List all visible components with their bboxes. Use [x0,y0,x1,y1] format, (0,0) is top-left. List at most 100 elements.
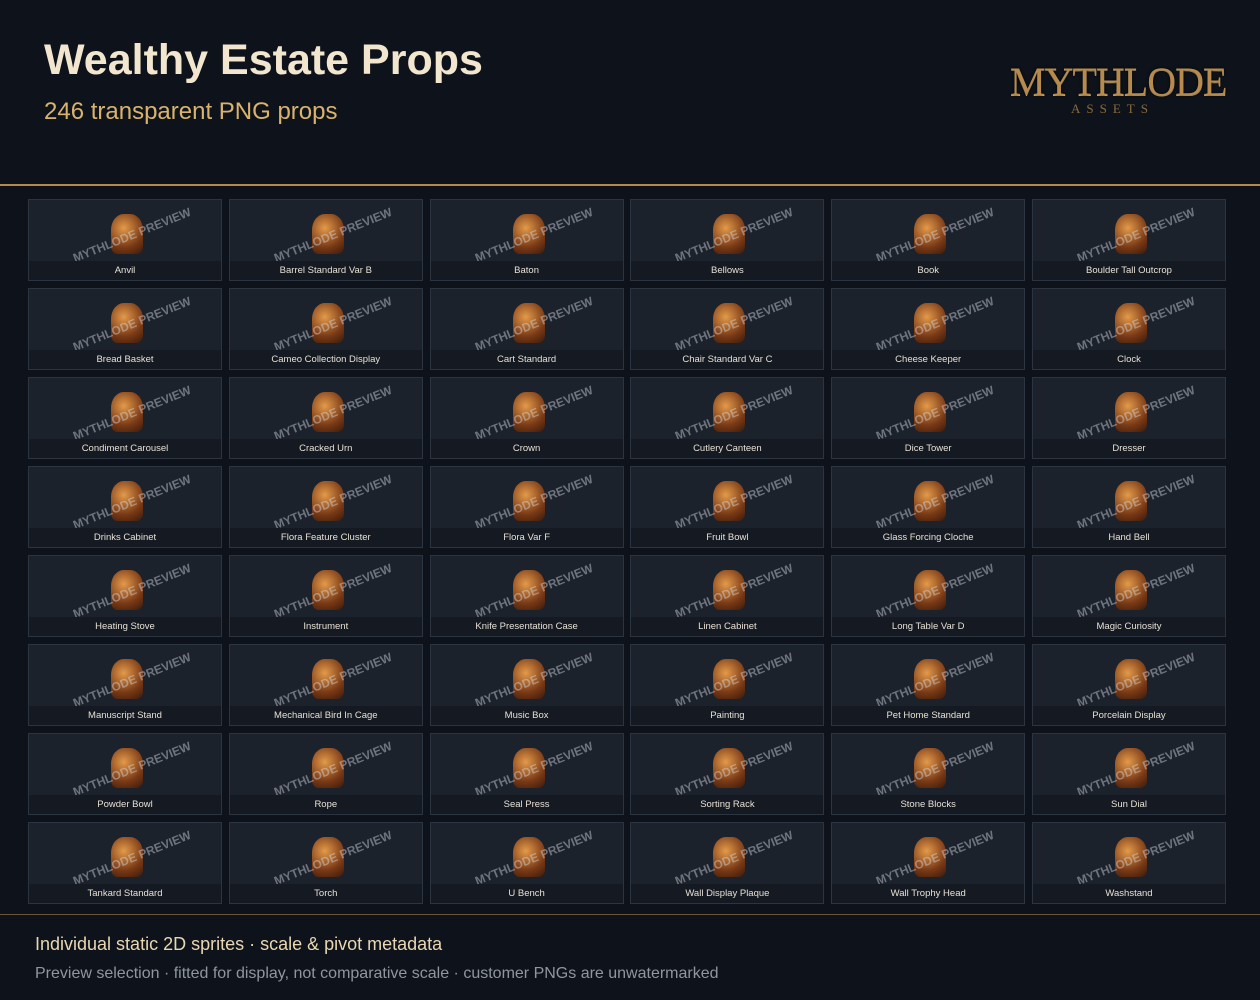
prop-label: Washstand [1032,884,1225,903]
prop-image [111,570,143,610]
prop-image [512,303,545,343]
prop-image [914,837,947,877]
prop-label: Sun Dial [1032,795,1225,814]
prop-label: Manuscript Stand [29,706,221,725]
prop-image [512,392,545,432]
prop-tile: MYTHLODE PREVIEW Music Box [429,644,624,726]
prop-image [914,748,947,788]
prop-tile: MYTHLODE PREVIEW Bellows [630,199,825,281]
prop-label: Powder Bowl [29,795,221,814]
prop-tile: MYTHLODE PREVIEW Knife Presentation Case [429,555,624,637]
prop-image [111,392,143,432]
prop-label: Magic Curiosity [1032,617,1225,636]
prop-tile: MYTHLODE PREVIEW Pet Home Standard [831,644,1026,726]
footer-line: Individual static 2D sprites · scale & p… [35,934,443,954]
prop-image [1114,570,1147,610]
prop-image [713,392,746,432]
prop-label: Barrel Standard Var B [229,261,422,280]
prop-tile: MYTHLODE PREVIEW Torch [228,822,423,904]
prop-label: Wall Trophy Head [832,884,1025,903]
prop-tile: MYTHLODE PREVIEW Sun Dial [1031,733,1226,815]
prop-image [311,570,344,610]
prop-tile: MYTHLODE PREVIEW Dice Tower [831,377,1026,459]
prop-tile: MYTHLODE PREVIEW Mechanical Bird In Cage [228,644,423,726]
prop-tile: MYTHLODE PREVIEW Heating Stove [28,555,222,637]
prop-label: Glass Forcing Cloche [832,528,1025,547]
prop-tile: MYTHLODE PREVIEW Cheese Keeper [831,288,1026,370]
prop-tile: MYTHLODE PREVIEW Glass Forcing Cloche [831,466,1026,548]
prop-image [111,214,143,254]
prop-tile: MYTHLODE PREVIEW Wall Display Plaque [630,822,825,904]
prop-image [914,659,947,699]
prop-label: Flora Feature Cluster [229,528,422,547]
prop-image [311,214,344,254]
prop-tile: MYTHLODE PREVIEW Seal Press [429,733,624,815]
prop-image [311,837,344,877]
prop-tile: MYTHLODE PREVIEW Powder Bowl [28,733,222,815]
prop-tile: MYTHLODE PREVIEW Wall Trophy Head [831,822,1026,904]
prop-tile: MYTHLODE PREVIEW Drinks Cabinet [28,466,222,548]
prop-image [111,303,143,343]
prop-label: Painting [631,706,824,725]
prop-label: Bellows [631,261,824,280]
prop-label: Anvil [29,261,221,280]
footer-note: Preview selection · fitted for display, … [35,965,719,982]
prop-tile: MYTHLODE PREVIEW Flora Feature Cluster [228,466,423,548]
prop-image [512,570,545,610]
prop-tile: MYTHLODE PREVIEW Crown [429,377,624,459]
prop-label: Cutlery Canteen [631,439,824,458]
prop-label: Dresser [1032,439,1225,458]
prop-tile: MYTHLODE PREVIEW Stone Blocks [831,733,1026,815]
prop-image [914,481,947,521]
prop-label: Crown [430,439,623,458]
prop-tile: MYTHLODE PREVIEW Boulder Tall Outcrop [1031,199,1226,281]
prop-image [311,481,344,521]
prop-label: Dice Tower [832,439,1025,458]
prop-tile: MYTHLODE PREVIEW Hand Bell [1031,466,1226,548]
prop-image [713,303,746,343]
prop-label: Rope [229,795,422,814]
prop-tile: MYTHLODE PREVIEW Book [831,199,1026,281]
prop-tile: MYTHLODE PREVIEW Flora Var F [429,466,624,548]
prop-tile: MYTHLODE PREVIEW Fruit Bowl [630,466,825,548]
prop-tile: MYTHLODE PREVIEW Sorting Rack [630,733,825,815]
prop-image [1114,392,1147,432]
prop-label: Clock [1032,350,1225,369]
prop-label: Torch [229,884,422,903]
prop-image [311,659,344,699]
prop-image [1114,659,1147,699]
prop-label: Mechanical Bird In Cage [229,706,422,725]
prop-label: Cheese Keeper [832,350,1025,369]
prop-image [713,837,746,877]
prop-label: Wall Display Plaque [631,884,824,903]
prop-label: Baton [430,261,623,280]
prop-tile: MYTHLODE PREVIEW Dresser [1031,377,1226,459]
prop-image [311,303,344,343]
prop-image [512,481,545,521]
prop-label: Book [832,261,1025,280]
prop-label: Long Table Var D [832,617,1025,636]
prop-image [111,659,143,699]
prop-tile: MYTHLODE PREVIEW Manuscript Stand [28,644,222,726]
prop-label: Linen Cabinet [631,617,824,636]
prop-image [512,659,545,699]
prop-tile: MYTHLODE PREVIEW Cameo Collection Display [228,288,423,370]
prop-image [512,214,545,254]
prop-label: Heating Stove [29,617,221,636]
prop-tile: MYTHLODE PREVIEW Cutlery Canteen [630,377,825,459]
prop-tile: MYTHLODE PREVIEW Painting [630,644,825,726]
prop-tile: MYTHLODE PREVIEW Clock [1031,288,1226,370]
divider [0,184,1260,186]
prop-label: Bread Basket [29,350,221,369]
logo-tag: ASSETS [1071,101,1154,116]
prop-label: Chair Standard Var C [631,350,824,369]
prop-image [1114,214,1147,254]
prop-image [914,570,947,610]
title: Wealthy Estate Props [44,36,483,84]
prop-image [1114,481,1147,521]
logo-name: MYTHLODE [1010,59,1227,104]
prop-image [713,748,746,788]
prop-image [111,748,143,788]
prop-tile: MYTHLODE PREVIEW Chair Standard Var C [630,288,825,370]
prop-image [914,392,947,432]
